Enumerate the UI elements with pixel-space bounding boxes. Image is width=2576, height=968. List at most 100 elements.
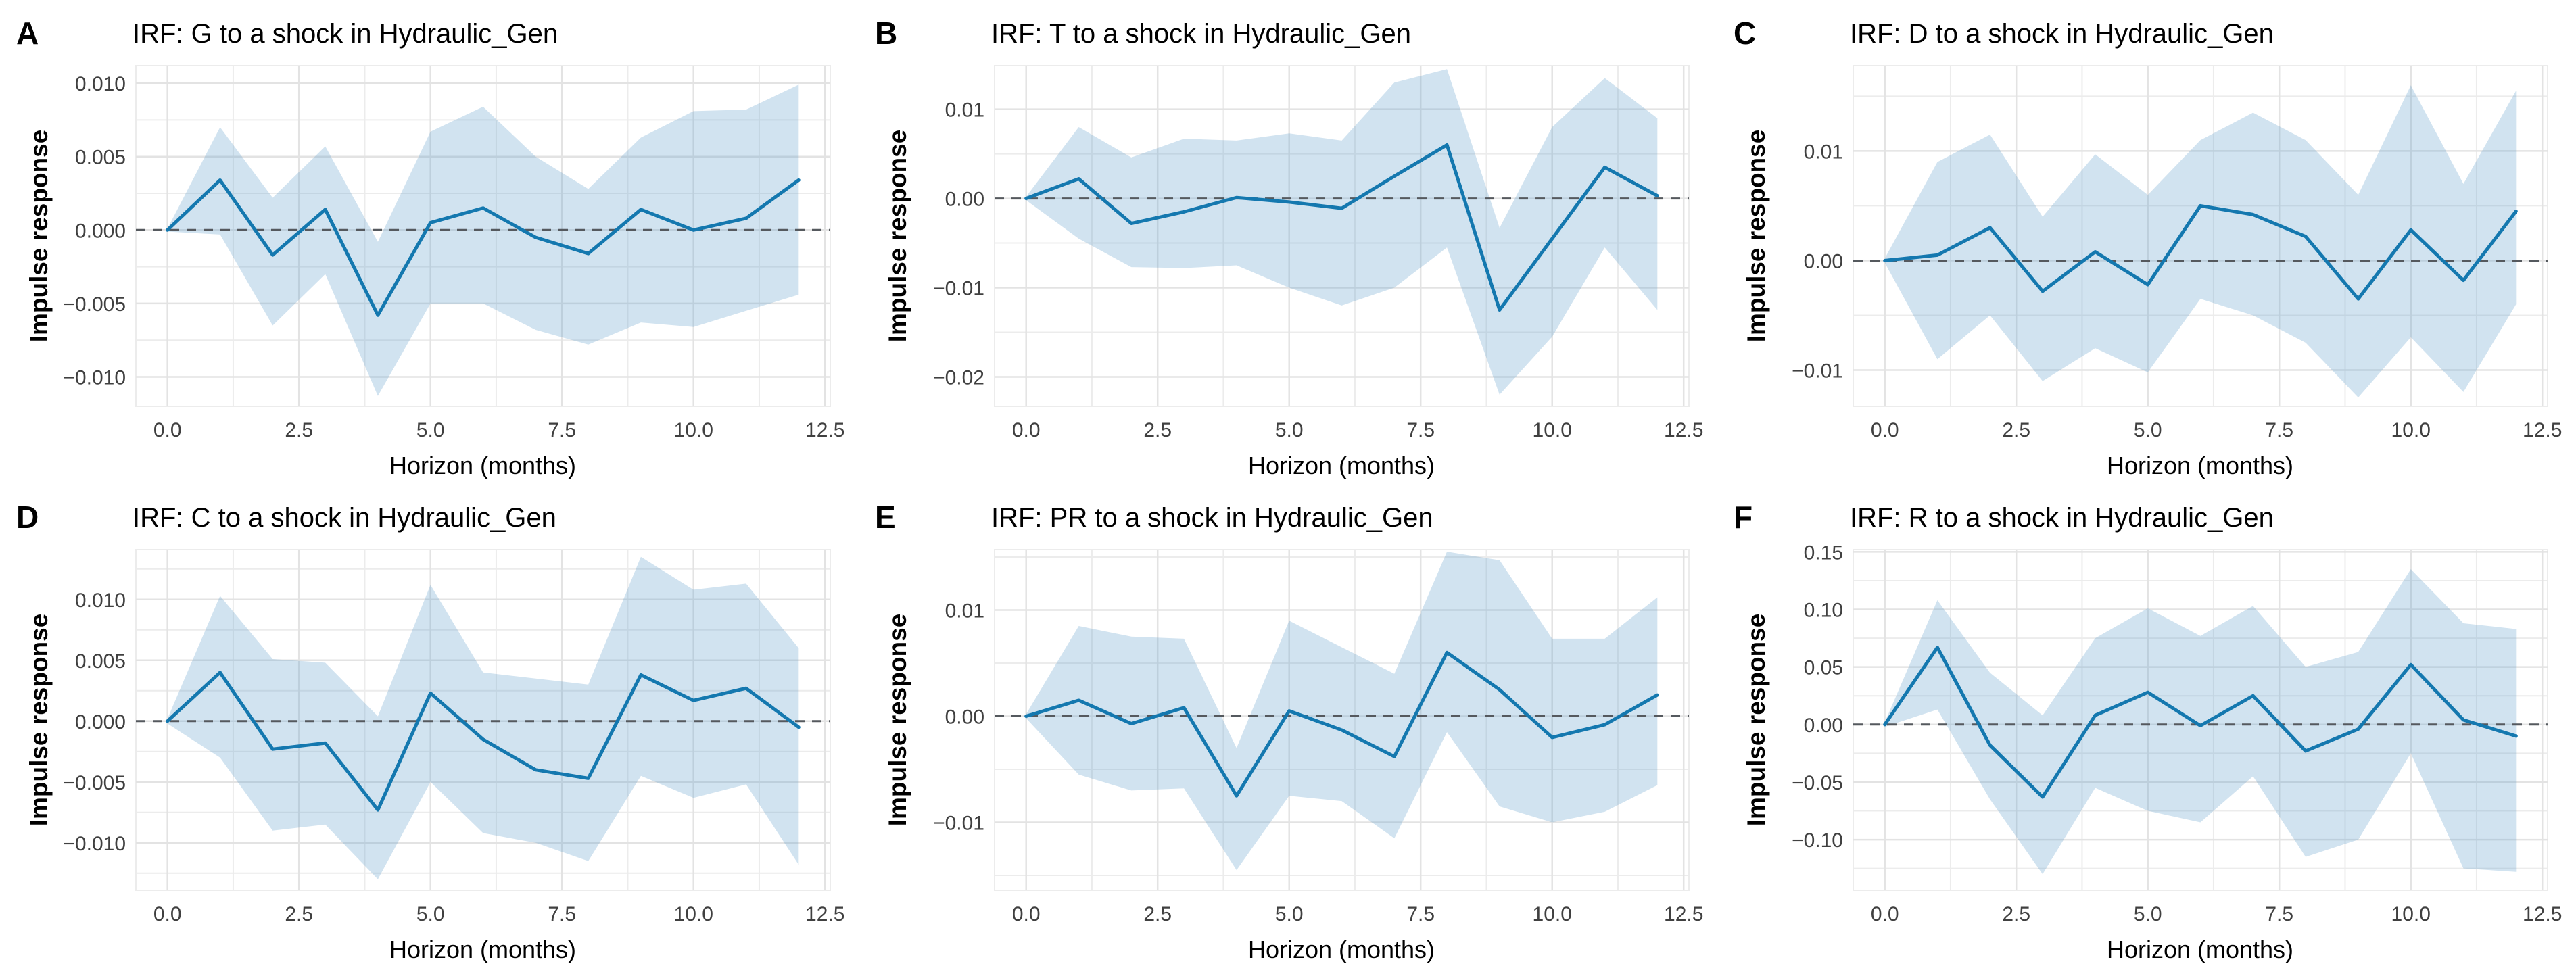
x-axis-tick-label: 5.0 <box>1275 903 1304 925</box>
x-axis-tick-label: 7.5 <box>548 419 576 441</box>
y-axis-title: Impulse response <box>884 129 911 343</box>
panel-title: IRF: R to a shock in Hydraulic_Gen <box>1850 503 2274 533</box>
y-axis-title: Impulse response <box>25 613 53 827</box>
panel-f: F IRF: R to a shock in Hydraulic_Gen 0.1… <box>1717 484 2576 968</box>
x-axis-tick-label: 10.0 <box>674 903 713 925</box>
x-axis-tick-label: 5.0 <box>1275 419 1304 441</box>
x-axis-title: Horizon (months) <box>389 452 577 479</box>
x-axis-tick-label: 2.5 <box>2002 903 2030 925</box>
plot-area-border <box>1853 65 2548 407</box>
x-axis-tick-label: 12.5 <box>2523 419 2562 441</box>
plot-area-border <box>1853 549 2548 891</box>
x-axis-tick-label: 0.0 <box>1012 903 1041 925</box>
irf-chart: 0.15 0.10 0.05 0.00 −0.05 −0.10 0.0 2.5 5.0 7.5 10… <box>1792 541 2562 925</box>
x-axis-tick-label: 2.5 <box>285 419 313 441</box>
panel-letter: F <box>1734 500 1753 535</box>
y-axis-tick-label: 0.000 <box>75 220 126 242</box>
panel-letter: D <box>16 500 39 535</box>
x-axis-tick-label: 12.5 <box>1664 419 1703 441</box>
y-axis-tick-label: −0.010 <box>63 833 126 855</box>
y-axis-tick-label: −0.01 <box>933 813 984 835</box>
y-axis-title: Impulse response <box>1742 613 1770 827</box>
y-axis-tick-label: −0.01 <box>1792 360 1843 383</box>
panel-a: A IRF: G to a shock in Hydraulic_Gen 0.0… <box>0 0 859 484</box>
y-axis-tick-label: 0.005 <box>75 650 126 673</box>
y-axis-tick-label: 0.010 <box>75 589 126 612</box>
x-axis-tick-label: 12.5 <box>805 419 844 441</box>
plot-area-border <box>135 65 831 407</box>
y-axis-tick-label: 0.005 <box>75 147 126 169</box>
y-axis-tick-label: 0.10 <box>1804 600 1843 622</box>
confidence-band <box>1026 69 1658 395</box>
x-axis-tick-label: 7.5 <box>1406 903 1435 925</box>
y-axis-tick-label: −0.05 <box>1792 772 1843 794</box>
x-axis-tick-label: 7.5 <box>1406 419 1435 441</box>
y-axis-tick-label: −0.010 <box>63 367 126 389</box>
panel-d: D IRF: C to a shock in Hydraulic_Gen 0.0… <box>0 484 859 968</box>
irf-line <box>1883 646 2518 799</box>
irf-line <box>166 671 801 812</box>
plot-area-border <box>994 549 1690 891</box>
panel-title: IRF: G to a shock in Hydraulic_Gen <box>133 19 558 49</box>
irf-line <box>1024 143 1659 312</box>
x-axis-title: Horizon (months) <box>2106 452 2294 479</box>
y-axis-tick-label: 0.01 <box>1804 141 1843 163</box>
y-axis-tick-label: 0.00 <box>945 706 984 729</box>
irf-line <box>1883 203 2518 301</box>
y-axis-tick-label: 0.05 <box>1804 657 1843 679</box>
y-axis-tick-label: 0.01 <box>945 600 984 622</box>
panel-letter: C <box>1734 16 1757 51</box>
y-axis-tick-label: 0.15 <box>1804 541 1843 564</box>
confidence-band <box>1884 85 2517 398</box>
y-axis-tick-label: −0.01 <box>933 278 984 300</box>
irf-chart: 0.01 0.00 −0.01 0.0 2.5 5.0 7.5 10.0 12.5 <box>933 549 1703 925</box>
x-axis-tick-label: 2.5 <box>2002 419 2030 441</box>
x-axis-tick-label: 0.0 <box>153 419 182 441</box>
x-axis-tick-label: 10.0 <box>1533 419 1572 441</box>
panel-c: C IRF: D to a shock in Hydraulic_Gen 0.0… <box>1717 0 2576 484</box>
y-axis-title: Impulse response <box>884 613 911 827</box>
panel-e: E IRF: PR to a shock in Hydraulic_Gen 0.… <box>859 484 1717 968</box>
x-axis-title: Horizon (months) <box>1247 452 1435 479</box>
irf-line <box>1024 650 1659 798</box>
irf-line <box>166 178 801 317</box>
y-axis-tick-label: −0.10 <box>1792 829 1843 852</box>
y-axis-tick-label: 0.00 <box>1804 250 1843 272</box>
panel-letter: E <box>875 500 896 535</box>
y-axis-tick-label: −0.005 <box>63 293 126 316</box>
irf-chart: 0.010 0.005 0.000 −0.005 −0.010 0.0 2.5 5.0 7.5 1… <box>63 65 844 441</box>
x-axis-tick-label: 7.5 <box>2265 419 2293 441</box>
irf-chart: 0.010 0.005 0.000 −0.005 −0.010 0.0 2.5 5.0 7.5 1… <box>63 549 844 925</box>
panel-letter: A <box>16 16 39 51</box>
x-axis-tick-label: 10.0 <box>2391 903 2431 925</box>
x-axis-tick-label: 10.0 <box>674 419 713 441</box>
x-axis-title: Horizon (months) <box>1247 936 1435 963</box>
panel-letter: B <box>875 16 898 51</box>
x-axis-tick-label: 5.0 <box>2134 903 2162 925</box>
y-axis-tick-label: 0.01 <box>945 99 984 122</box>
y-axis-tick-label: 0.000 <box>75 711 126 733</box>
irf-chart: 0.01 0.00 −0.01 0.0 2.5 5.0 7.5 10.0 12.5 <box>1792 65 2562 441</box>
x-axis-tick-label: 2.5 <box>1143 419 1172 441</box>
x-axis-tick-label: 0.0 <box>153 903 182 925</box>
confidence-band <box>1884 568 2517 875</box>
x-axis-tick-label: 5.0 <box>2134 419 2162 441</box>
x-axis-tick-label: 0.0 <box>1871 419 1899 441</box>
x-axis-tick-label: 10.0 <box>2391 419 2431 441</box>
x-axis-tick-label: 2.5 <box>285 903 313 925</box>
x-axis-tick-label: 7.5 <box>548 903 576 925</box>
x-axis-tick-label: 12.5 <box>1664 903 1703 925</box>
confidence-band <box>1026 552 1658 871</box>
x-axis-tick-label: 5.0 <box>416 419 445 441</box>
x-axis-title: Horizon (months) <box>2106 936 2294 963</box>
x-axis-tick-label: 5.0 <box>416 903 445 925</box>
x-axis-tick-label: 2.5 <box>1143 903 1172 925</box>
x-axis-tick-label: 0.0 <box>1871 903 1899 925</box>
y-axis-title: Impulse response <box>1742 129 1770 343</box>
panel-title: IRF: D to a shock in Hydraulic_Gen <box>1850 19 2274 49</box>
confidence-band <box>167 556 799 879</box>
plot-area-border <box>135 549 831 891</box>
y-axis-tick-label: −0.005 <box>63 772 126 794</box>
y-axis-title: Impulse response <box>25 129 53 343</box>
